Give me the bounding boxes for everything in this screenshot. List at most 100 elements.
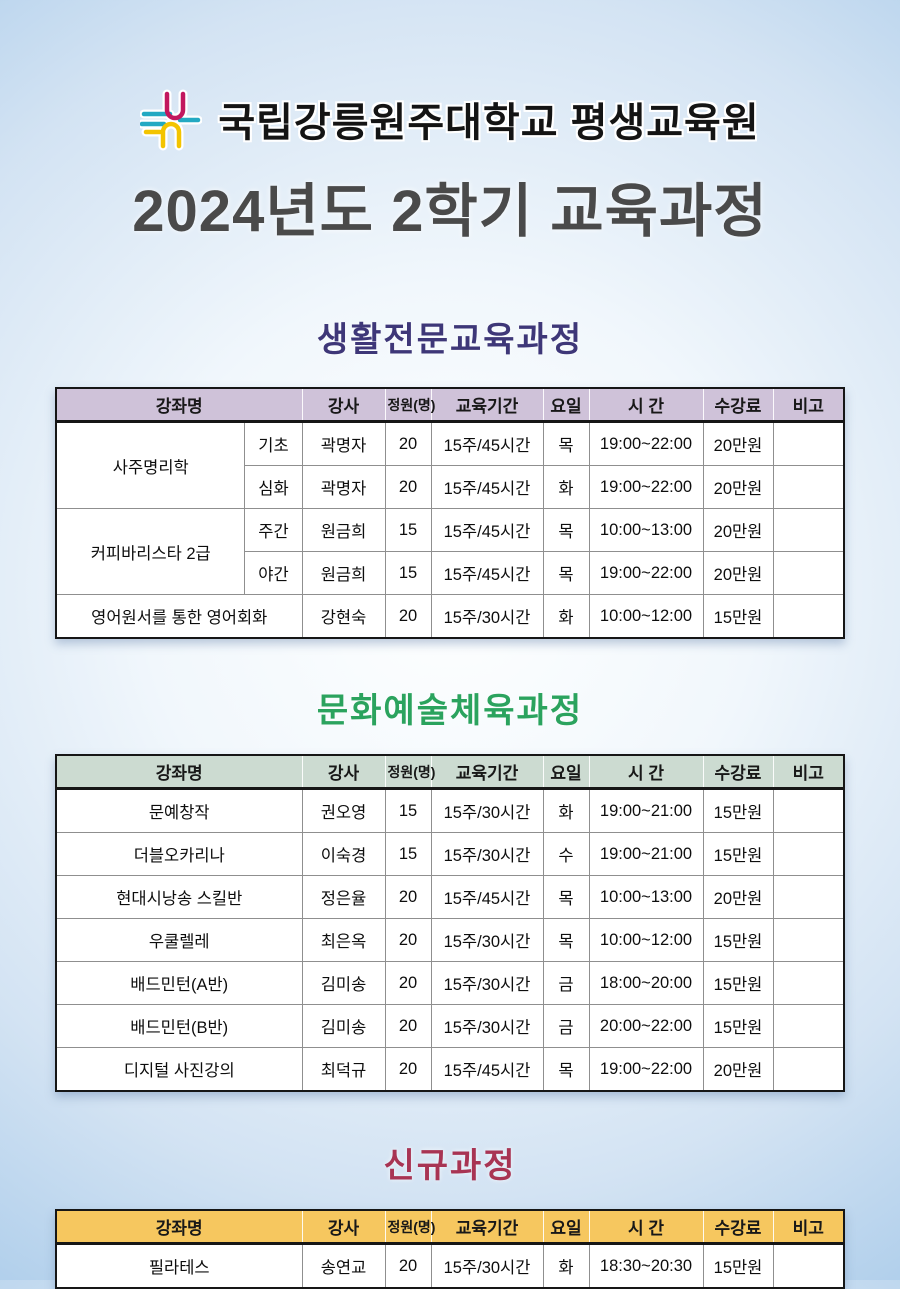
capacity-cell: 20 bbox=[384, 875, 432, 919]
course-group-cell: 영어원서를 통한 영어회화 bbox=[55, 594, 303, 639]
capacity-cell: 15 bbox=[384, 508, 432, 552]
col-capacity: 정원(명) bbox=[384, 1210, 435, 1244]
course-group-cell: 디지털 사진강의 bbox=[55, 1047, 303, 1092]
col-time: 시 간 bbox=[588, 388, 704, 422]
fee-cell: 20만원 bbox=[702, 421, 774, 466]
course-row: 야간 원금희 15 15주/45시간 목 19:00~22:00 20만원 bbox=[56, 551, 845, 595]
course-group-cell: 현대시낭송 스킬반 bbox=[55, 875, 303, 919]
course-group-cell: 우쿨렐레 bbox=[55, 918, 303, 962]
day-cell: 목 bbox=[542, 1047, 590, 1092]
time-cell: 19:00~21:00 bbox=[588, 788, 704, 833]
col-duration: 교육기간 bbox=[430, 388, 544, 422]
col-day: 요일 bbox=[542, 1210, 590, 1244]
course-row: 더블오카리나 이숙경 15 15주/30시간 수 19:00~21:00 15만원 bbox=[55, 832, 845, 876]
section-title-culture-arts-sports: 문화예술체육과정 bbox=[316, 692, 584, 730]
section-culture-arts-sports: 문화예술체육과정 강좌명 강사 정원(명) 교육기간 요일 시 간 수강료 비고 문예창작 권오영… bbox=[0, 683, 900, 1092]
course-row: 심화 곽명자 20 15주/45시간 화 19:00~22:00 20만원 bbox=[56, 465, 845, 509]
note-cell bbox=[772, 465, 845, 509]
note-cell bbox=[772, 788, 845, 833]
instructor-cell: 강현숙 bbox=[301, 594, 386, 639]
time-cell: 20:00~22:00 bbox=[588, 1004, 704, 1048]
note-cell bbox=[772, 1047, 845, 1092]
organization-name: 국립강릉원주대학교 평생교육원 bbox=[218, 101, 760, 145]
time-cell: 10:00~12:00 bbox=[588, 918, 704, 962]
capacity-cell: 20 bbox=[384, 1243, 432, 1289]
fee-cell: 15만원 bbox=[702, 788, 774, 833]
duration-cell: 15주/30시간 bbox=[430, 594, 544, 639]
course-row: 배드민턴(B반) 김미송 20 15주/30시간 금 20:00~22:00 15만원 bbox=[55, 1004, 845, 1048]
fee-cell: 20만원 bbox=[702, 875, 774, 919]
duration-cell: 15주/45시간 bbox=[430, 508, 544, 552]
day-cell: 화 bbox=[542, 465, 590, 509]
col-instructor: 강사 bbox=[301, 755, 386, 789]
capacity-cell: 20 bbox=[384, 594, 432, 639]
instructor-cell: 곽명자 bbox=[301, 421, 386, 466]
time-cell: 10:00~13:00 bbox=[588, 875, 704, 919]
day-cell: 목 bbox=[542, 875, 590, 919]
col-course-name: 강좌명 bbox=[55, 388, 303, 422]
duration-cell: 15주/30시간 bbox=[430, 961, 544, 1005]
duration-cell: 15주/45시간 bbox=[430, 465, 544, 509]
time-cell: 19:00~21:00 bbox=[588, 832, 704, 876]
col-duration: 교육기간 bbox=[430, 755, 544, 789]
capacity-cell: 15 bbox=[384, 832, 432, 876]
capacity-cell: 20 bbox=[384, 1004, 432, 1048]
course-group-cell: 필라테스 bbox=[55, 1243, 303, 1289]
instructor-cell: 송연교 bbox=[301, 1243, 386, 1289]
capacity-cell: 20 bbox=[384, 1047, 432, 1092]
col-course-name: 강좌명 bbox=[55, 1210, 303, 1244]
fee-cell: 15만원 bbox=[702, 918, 774, 962]
course-group-cell: 더블오카리나 bbox=[55, 832, 303, 876]
page-title: 2024년도 2학기 교육과정 bbox=[132, 179, 768, 244]
section-title-new-courses: 신규과정 bbox=[383, 1147, 517, 1185]
time-cell: 19:00~22:00 bbox=[588, 421, 704, 466]
time-cell: 19:00~22:00 bbox=[588, 1047, 704, 1092]
note-cell bbox=[772, 832, 845, 876]
table-header-row: 강좌명 강사 정원(명) 교육기간 요일 시 간 수강료 비고 bbox=[55, 1210, 845, 1244]
duration-cell: 15주/30시간 bbox=[430, 1004, 544, 1048]
course-row: 현대시낭송 스킬반 정은율 20 15주/45시간 목 10:00~13:00 20만원 bbox=[55, 875, 845, 919]
capacity-cell: 15 bbox=[384, 551, 432, 595]
section-title-life-professional: 생활전문교육과정 bbox=[316, 321, 584, 359]
course-row: 사주명리학 기초 곽명자 20 15주/45시간 목 19:00~22:00 20만원 bbox=[55, 421, 845, 509]
col-note: 비고 bbox=[772, 388, 845, 422]
course-row: 커피바리스타 2급 주간 원금희 15 15주/45시간 목 10:00~13:00 20만원 bbox=[55, 508, 845, 595]
day-cell: 수 bbox=[542, 832, 590, 876]
day-cell: 화 bbox=[542, 788, 590, 833]
day-cell: 화 bbox=[542, 1243, 590, 1289]
fee-cell: 20만원 bbox=[702, 1047, 774, 1092]
fee-cell: 15만원 bbox=[702, 1004, 774, 1048]
brand-header: 국립강릉원주대학교 평생교육원 bbox=[0, 0, 900, 152]
time-cell: 18:30~20:30 bbox=[588, 1243, 704, 1289]
fee-cell: 20만원 bbox=[702, 551, 774, 595]
duration-cell: 15주/30시간 bbox=[430, 1243, 544, 1289]
time-cell: 19:00~22:00 bbox=[588, 551, 704, 595]
col-fee: 수강료 bbox=[702, 1210, 774, 1244]
duration-cell: 15주/45시간 bbox=[430, 551, 544, 595]
duration-cell: 15주/30시간 bbox=[430, 832, 544, 876]
fee-cell: 15만원 bbox=[702, 961, 774, 1005]
note-cell bbox=[772, 1004, 845, 1048]
col-note: 비고 bbox=[772, 1210, 845, 1244]
instructor-cell: 정은율 bbox=[301, 875, 386, 919]
section-life-professional: 생활전문교육과정 강좌명 강사 정원(명) 교육기간 요일 시 간 수강료 비고 사주명리학 기초… bbox=[0, 312, 900, 639]
course-sub-cell: 심화 bbox=[244, 465, 303, 509]
course-sub-cell: 기초 bbox=[244, 421, 303, 466]
day-cell: 화 bbox=[542, 594, 590, 639]
note-cell bbox=[772, 918, 845, 962]
course-row: 우쿨렐레 최은옥 20 15주/30시간 목 10:00~12:00 15만원 bbox=[55, 918, 845, 962]
capacity-cell: 20 bbox=[384, 421, 432, 466]
instructor-cell: 원금희 bbox=[301, 508, 386, 552]
note-cell bbox=[772, 551, 845, 595]
course-row: 문예창작 권오영 15 15주/30시간 화 19:00~21:00 15만원 bbox=[55, 788, 845, 833]
course-group-cell: 문예창작 bbox=[55, 788, 303, 833]
duration-cell: 15주/45시간 bbox=[430, 1047, 544, 1092]
note-cell bbox=[772, 961, 845, 1005]
day-cell: 금 bbox=[542, 1004, 590, 1048]
note-cell bbox=[772, 421, 845, 466]
instructor-cell: 원금희 bbox=[301, 551, 386, 595]
note-cell bbox=[772, 875, 845, 919]
col-day: 요일 bbox=[542, 388, 590, 422]
col-day: 요일 bbox=[542, 755, 590, 789]
col-course-name: 강좌명 bbox=[55, 755, 303, 789]
